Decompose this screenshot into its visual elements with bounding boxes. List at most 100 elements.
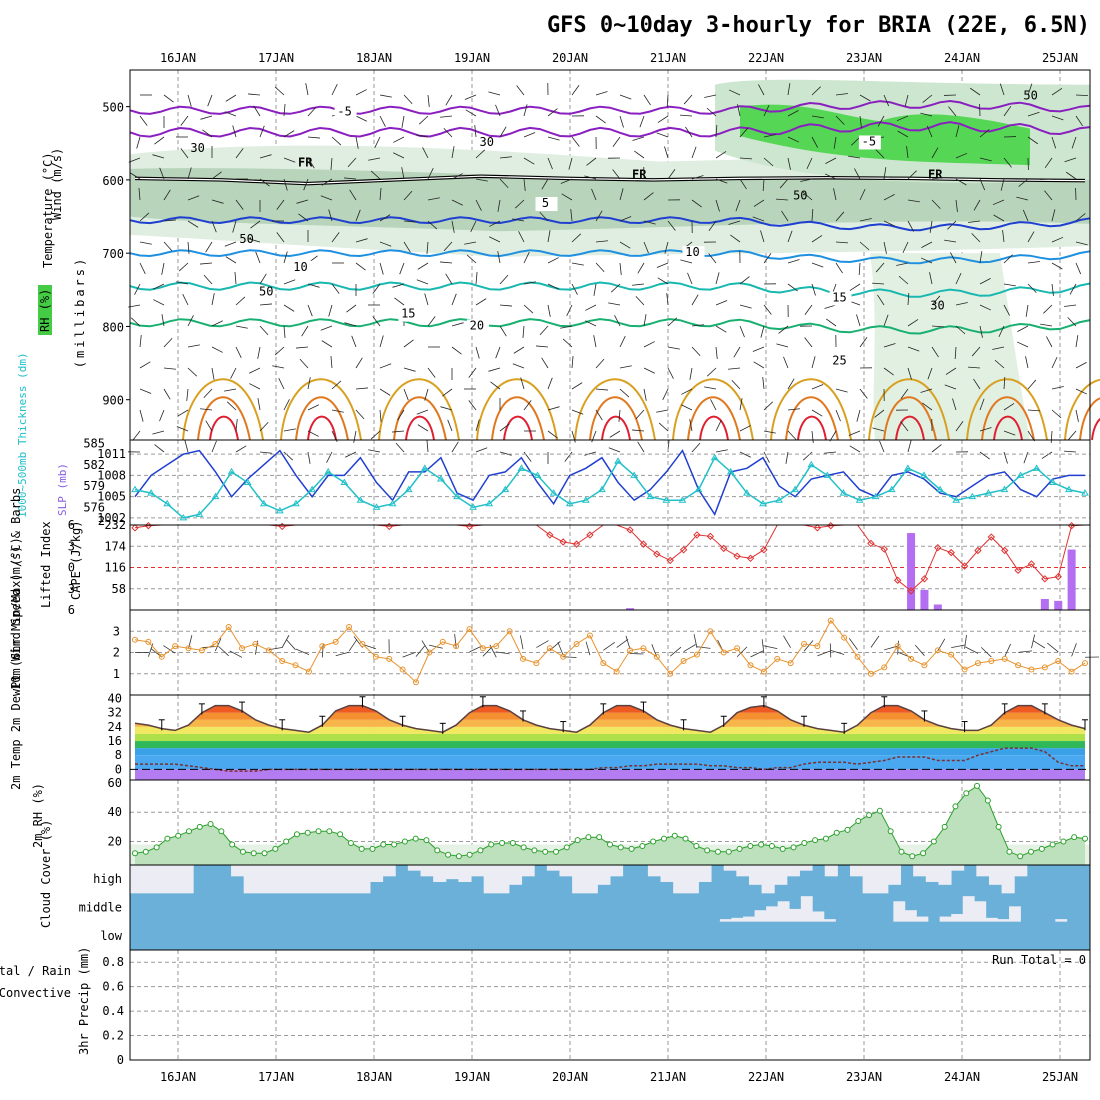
boundary-layer-contour — [393, 396, 447, 441]
wind-barb — [416, 409, 429, 415]
cloud-gap-high — [559, 865, 573, 877]
wind-barb — [180, 115, 189, 126]
wind-barb — [904, 94, 909, 107]
wind-barb — [490, 381, 501, 390]
thickness-marker — [437, 474, 445, 482]
wind-speed-marker — [386, 655, 393, 662]
wind-barb — [1044, 190, 1053, 201]
boundary-layer-contour — [209, 415, 239, 441]
wind-barb — [1041, 451, 1053, 459]
rh-marker — [812, 837, 819, 844]
wind-barb — [451, 146, 455, 159]
wind-barb — [379, 363, 392, 369]
wind-barb — [945, 367, 957, 375]
surface-wind-barb — [295, 648, 310, 655]
wind-barb — [211, 220, 217, 233]
wind-barb — [134, 283, 141, 295]
cloud-gap-high — [306, 865, 320, 894]
precip-legend-convective: Convective — [0, 986, 71, 1000]
wind-barb — [739, 157, 752, 160]
cloud-middle-clearing — [1009, 906, 1021, 922]
wind-tick: 3 — [113, 624, 120, 638]
wind-barb — [848, 430, 861, 436]
isotherm-label: 5 — [542, 196, 549, 210]
wind-barb — [417, 424, 429, 432]
wind-barb — [200, 408, 213, 411]
wind-barb — [495, 104, 501, 117]
rh-marker — [315, 828, 322, 835]
wind-barb — [235, 445, 247, 453]
cloud-middle-clearing — [719, 919, 732, 922]
wind-barb — [177, 409, 189, 417]
lifted-index-marker — [907, 587, 915, 595]
wind-barb — [321, 340, 333, 348]
wind-barb — [835, 211, 845, 222]
wind-barb — [272, 365, 285, 369]
slp-label: SLP (mb) — [56, 463, 69, 516]
chart-title: GFS 0~10day 3-hourly for BRIA (22E, 6.5N… — [547, 13, 1090, 38]
wind-speed-marker — [934, 647, 941, 654]
wind-barb — [739, 276, 750, 285]
wind-barb — [451, 441, 459, 453]
wind-speed-marker — [265, 647, 272, 654]
wind-barb — [211, 293, 215, 306]
wind-barb — [475, 298, 487, 306]
wind-barb — [355, 262, 366, 271]
wind-barb — [248, 93, 261, 96]
date-tick-bottom: 17JAN — [258, 1070, 294, 1084]
wind-barb — [883, 241, 887, 254]
rh-marker — [1006, 848, 1013, 855]
wind-barb — [499, 451, 512, 456]
surface-wind-barb — [281, 635, 290, 648]
wind-barb — [706, 367, 717, 377]
wind-barb — [426, 440, 429, 453]
wind-barb — [187, 241, 190, 254]
wind-barb — [379, 409, 382, 422]
rh-marker — [639, 842, 646, 849]
date-tick-top: 17JAN — [258, 51, 294, 65]
wind-barb — [1075, 241, 1088, 246]
wind-barb — [664, 146, 669, 159]
date-tick-top: 20JAN — [552, 51, 588, 65]
wind-barb — [547, 406, 560, 411]
wind-barb — [1027, 430, 1035, 442]
wind-barb — [426, 241, 429, 254]
wind-barb — [226, 401, 237, 411]
wind-barb — [664, 241, 669, 254]
wind-barb — [571, 262, 584, 266]
wind-speed-marker — [359, 641, 366, 647]
wind-barb — [971, 346, 981, 357]
wind-barb — [979, 427, 992, 432]
cloud-gap-high — [799, 865, 813, 871]
wind-barb — [948, 106, 957, 117]
isotherm-label: -5 — [862, 134, 876, 148]
wind-barb — [301, 325, 309, 337]
wind-barb — [763, 451, 770, 463]
precip-run-total: Run Total = 0 — [992, 953, 1086, 967]
wind-barb — [562, 338, 573, 348]
cloud-gap-high — [647, 865, 662, 877]
wind-barb — [800, 178, 813, 182]
surface-wind-barb — [495, 651, 510, 655]
wind-barb — [715, 300, 728, 306]
lifted-index-marker — [572, 540, 581, 548]
wind-speed-marker — [372, 653, 379, 660]
wind-barb — [874, 409, 885, 418]
cloud-gap-high — [951, 865, 965, 871]
lifted-index-marker — [706, 532, 715, 541]
wind-barb — [667, 317, 678, 327]
wind-barb — [139, 361, 151, 369]
freezing-label: FR — [298, 156, 313, 170]
wind-barb — [993, 214, 1005, 222]
wind-barb — [395, 442, 405, 453]
cloud-gap-high — [294, 865, 308, 894]
wind-barb — [466, 254, 477, 264]
cloud-gap-high — [774, 865, 788, 885]
wind-barb — [728, 220, 741, 225]
wind-barb — [877, 115, 885, 127]
wind-barb — [440, 261, 453, 264]
wind-barb — [760, 325, 765, 338]
rh-marker — [563, 844, 570, 851]
wind-barb — [667, 346, 680, 350]
wind-barb — [283, 130, 295, 138]
